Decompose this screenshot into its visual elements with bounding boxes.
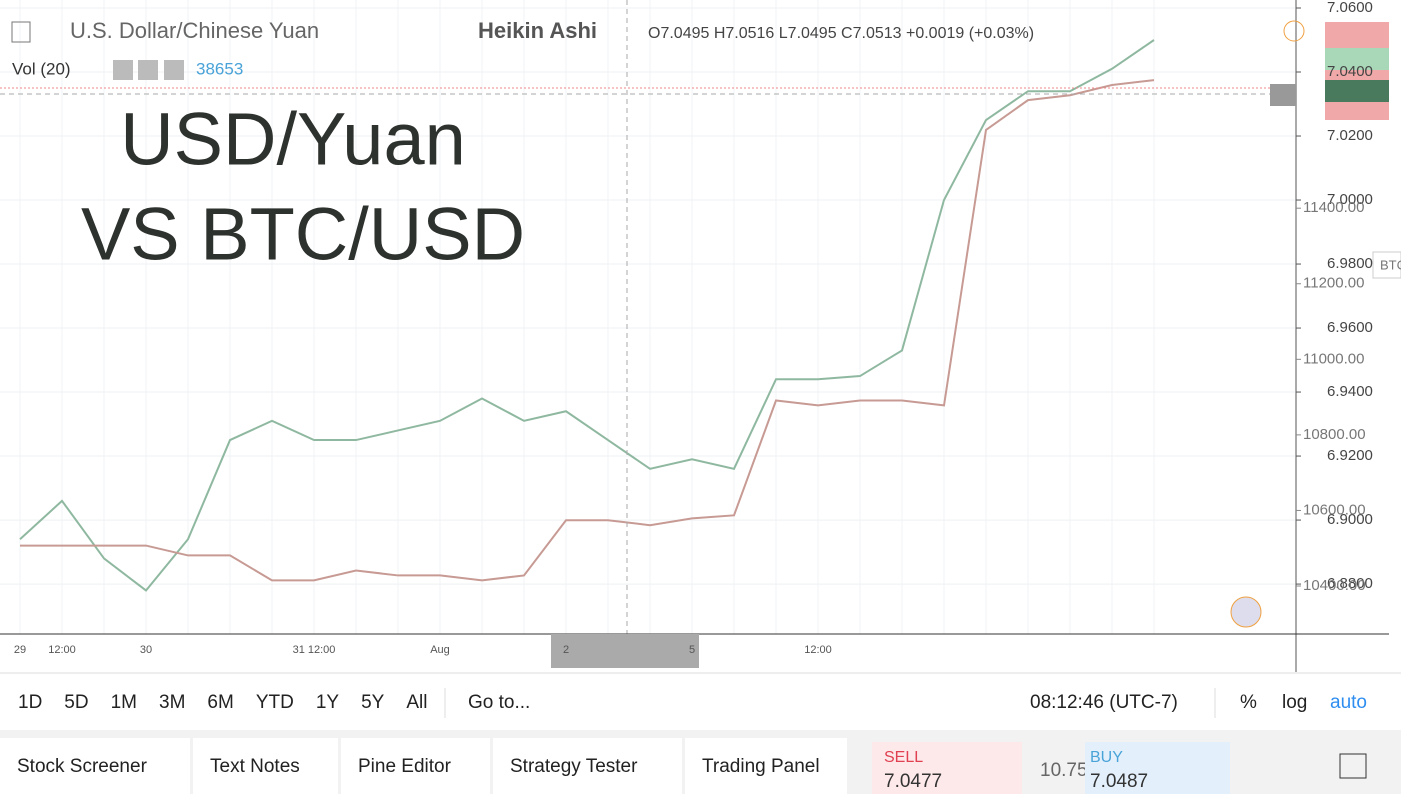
range-button[interactable]: 1M (111, 692, 137, 713)
overlay-title: VS BTC/USD (81, 193, 525, 276)
x-tick-label: 29 (14, 644, 26, 656)
range-button[interactable]: 3M (159, 692, 185, 713)
buy-price: 7.0487 (1090, 771, 1148, 792)
clock: 08:12:46 (UTC-7) (1030, 692, 1178, 713)
x-tick-label: Aug (430, 644, 450, 656)
plus-button[interactable] (1270, 84, 1296, 106)
price-tag (1325, 80, 1389, 102)
x-tick-label: 12:00 (48, 644, 76, 656)
buy-panel[interactable] (1085, 742, 1230, 794)
x-tick-label: 30 (140, 644, 152, 656)
tab[interactable] (193, 738, 338, 794)
price-tag (1325, 22, 1389, 48)
y2-tick-label: 11400.00 (1303, 199, 1364, 216)
tab[interactable] (685, 738, 847, 794)
y2-tick-label: 10400.00 (1303, 577, 1366, 594)
grid (0, 0, 1295, 634)
y-tick-label: 7.0000 (1327, 191, 1373, 208)
x-tick-label: 31 12:00 (293, 644, 336, 656)
spread: 10.75 (1040, 760, 1088, 781)
sell-price: 7.0477 (884, 771, 942, 792)
y-tick-label: 7.0400 (1327, 63, 1373, 80)
y2-tick-label: 11200.00 (1303, 275, 1364, 292)
x-tick-label: 2 (563, 644, 569, 656)
crosshair-date-box (551, 634, 699, 668)
tab[interactable] (0, 738, 190, 794)
x-axis: 29 12:00 30 31 12:00 Aug 2 5 12:00 (14, 644, 832, 656)
range-button[interactable]: All (406, 692, 427, 713)
goto-button[interactable]: Go to... (468, 692, 530, 713)
y-tick-label: 6.9200 (1327, 447, 1373, 464)
axis: 7.0600 7.0400 7.0200 7.0000 6.9800 6.9600 6.94… (1296, 0, 1373, 594)
plot (19, 39, 1155, 592)
y-tick-label: 7.0600 (1327, 0, 1373, 16)
y2-tick-label: 11000.00 (1303, 350, 1364, 367)
series-name: BTC/USD (1380, 257, 1401, 272)
y2-tick-label: 10800.00 (1303, 426, 1366, 443)
x-tick-label: 12:00 (804, 644, 832, 656)
tab-label: Text Notes (210, 756, 300, 777)
percent-button[interactable]: % (1240, 692, 1257, 713)
tab-label: Trading Panel (702, 756, 820, 777)
range-button[interactable]: 1D (18, 692, 42, 713)
tab-label: Stock Screener (17, 756, 148, 777)
toolbar: 1D 5D 1M 3M 6M YTD 1Y 5Y All (18, 692, 427, 713)
y-tick-label: 6.8800 (1327, 575, 1373, 592)
price-line (20, 79, 1155, 582)
alert-icon[interactable] (1283, 20, 1305, 42)
range-button[interactable]: 5D (64, 692, 88, 713)
event-icon[interactable] (1230, 596, 1262, 628)
volume-value: 38653 (196, 59, 243, 78)
range-button[interactable]: YTD (256, 692, 294, 713)
y-tick-label: 6.9000 (1327, 511, 1373, 528)
ohlc: O7.0495 H7.0516 L7.0495 C7.0513 +0.0019 … (648, 25, 1034, 42)
tab[interactable] (493, 738, 682, 794)
y-tick-label: 6.9600 (1327, 319, 1373, 336)
volume-label: Vol (20) (12, 59, 71, 78)
tab-label: Pine Editor (358, 756, 452, 777)
tabs: Stock Screener Text Notes Pine Editor Strat… (0, 738, 847, 794)
y-tick-label: 6.9800 (1327, 255, 1373, 272)
range-button[interactable]: 1Y (316, 692, 340, 713)
tab-label: Strategy Tester (510, 756, 638, 777)
icon[interactable] (164, 60, 184, 80)
collapse-button[interactable] (11, 21, 31, 43)
y-tick-label: 6.9400 (1327, 383, 1373, 400)
sell-label: SELL (884, 749, 923, 766)
buy-label: BUY (1090, 749, 1123, 766)
chart-style[interactable]: Heikin Ashi (478, 18, 597, 43)
log-button[interactable]: log (1282, 692, 1307, 713)
symbol: U.S. Dollar/Chinese Yuan (70, 18, 319, 43)
range-button[interactable]: 5Y (361, 692, 385, 713)
icon[interactable] (138, 60, 158, 80)
tab[interactable] (341, 738, 490, 794)
x-tick-label: 5 (689, 644, 695, 656)
price-tag (1325, 48, 1389, 70)
auto-button[interactable]: auto (1330, 692, 1367, 713)
y2-tick-label: 10600.00 (1303, 501, 1366, 518)
y-tick-label: 7.0200 (1327, 127, 1373, 144)
overlay-title: USD/Yuan (120, 98, 466, 181)
range-button[interactable]: 6M (207, 692, 233, 713)
maximize-button[interactable] (1339, 753, 1367, 779)
icon[interactable] (113, 60, 133, 80)
price-line (19, 39, 1155, 592)
sell-panel[interactable] (872, 742, 1022, 794)
series-tag (1372, 251, 1401, 279)
